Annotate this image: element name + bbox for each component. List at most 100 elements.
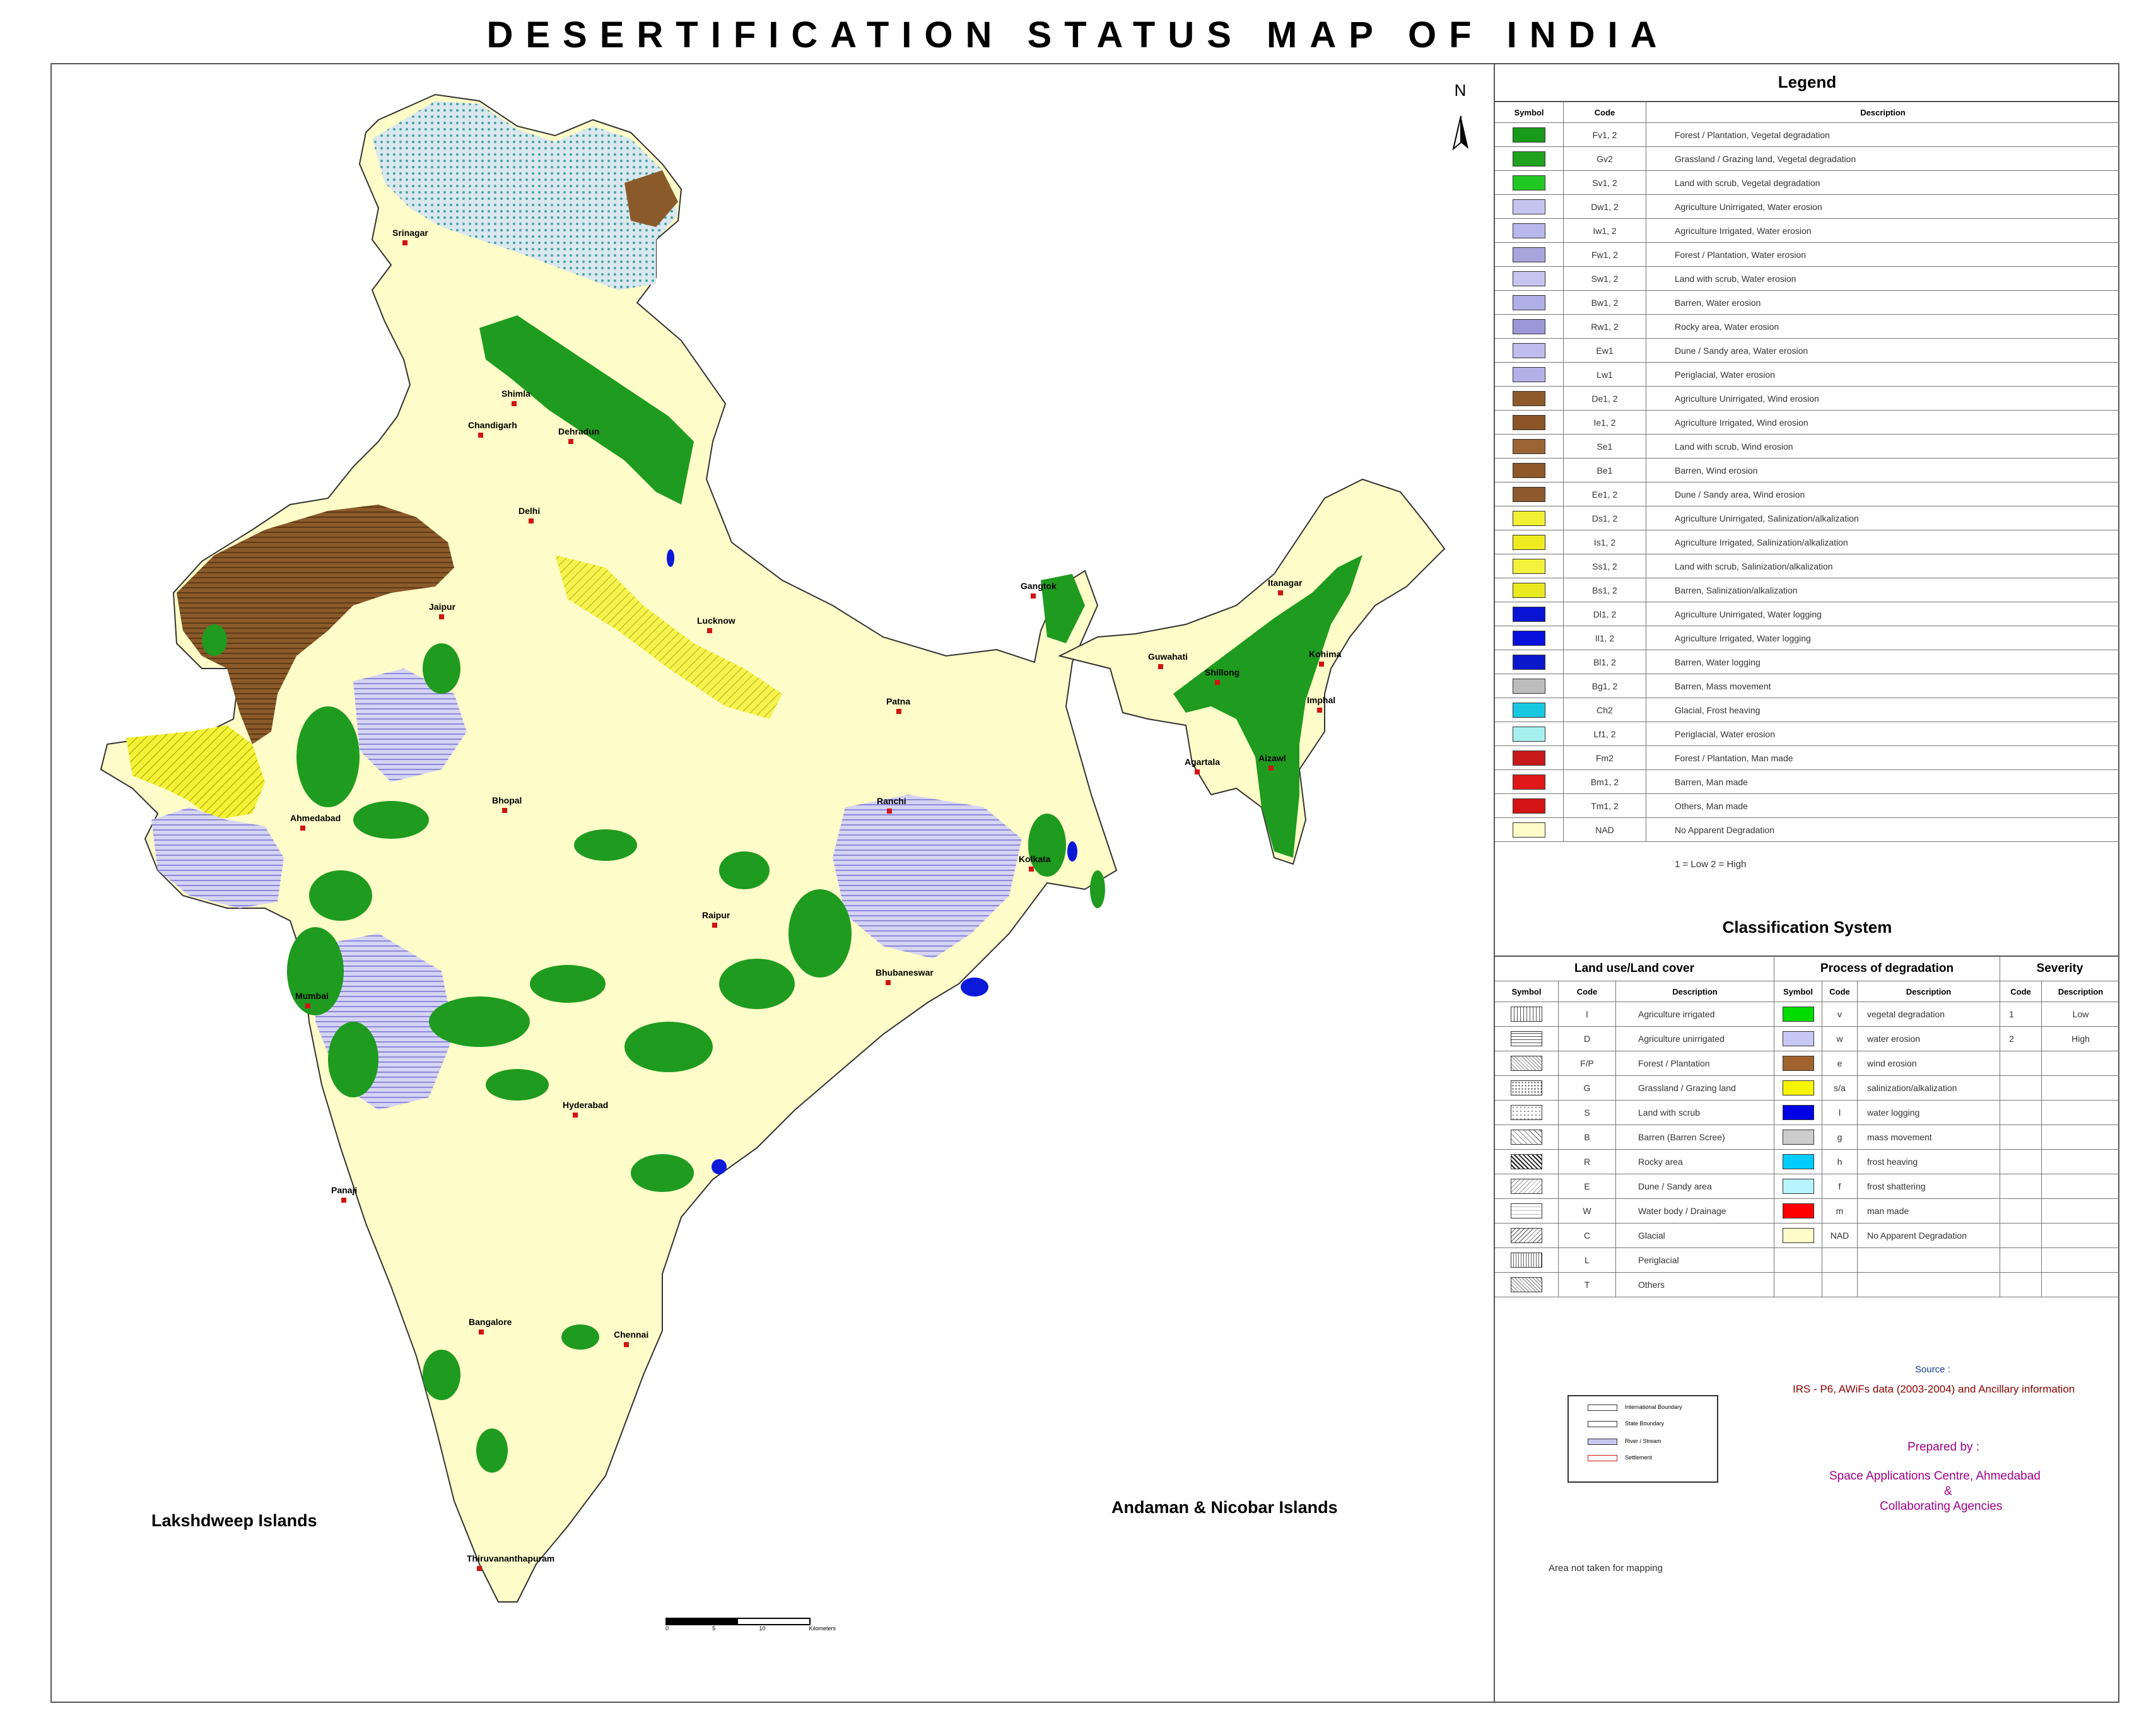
legend-swatch bbox=[1513, 798, 1545, 814]
jk-periglacial-zone bbox=[372, 101, 678, 290]
severity-note: 1 = Low 2 = High bbox=[1675, 859, 1747, 870]
legend-row: NAD No Apparent Degradation bbox=[1495, 817, 2119, 842]
settlement-marker[interactable] bbox=[1029, 867, 1034, 872]
key-label: International Boundary bbox=[1625, 1404, 1682, 1410]
settlement-marker[interactable] bbox=[886, 980, 891, 985]
settlement-marker[interactable] bbox=[529, 518, 534, 523]
settlement-marker[interactable] bbox=[707, 628, 712, 633]
settlement-marker[interactable] bbox=[300, 826, 305, 831]
process-code: l bbox=[1822, 1100, 1858, 1125]
landuse-code: E bbox=[1558, 1174, 1616, 1199]
legend-swatch-cell bbox=[1495, 314, 1564, 339]
empty-cell bbox=[2000, 1075, 2042, 1101]
city-label: Gangtok bbox=[1021, 581, 1057, 591]
settlement-marker[interactable] bbox=[502, 808, 507, 813]
settlement-marker[interactable] bbox=[477, 1566, 482, 1571]
city-label: Aizawl bbox=[1258, 753, 1286, 763]
legend-swatch bbox=[1513, 318, 1545, 334]
settlement-marker[interactable] bbox=[439, 614, 444, 619]
legend-row: Fm2 Forest / Plantation, Man made bbox=[1495, 745, 2119, 770]
legend-swatch-cell bbox=[1495, 721, 1564, 746]
settlement-marker[interactable] bbox=[305, 1003, 310, 1008]
india-map[interactable] bbox=[52, 64, 1492, 1702]
settlement-marker[interactable] bbox=[512, 401, 517, 406]
settlement-marker[interactable] bbox=[1195, 769, 1200, 774]
settlement-marker[interactable] bbox=[1268, 766, 1274, 771]
empty-cell bbox=[2000, 1100, 2042, 1125]
process-swatch bbox=[1782, 1130, 1814, 1145]
legend-description: Agriculture Unirrigated, Water logging bbox=[1646, 602, 2119, 626]
settlement-marker[interactable] bbox=[478, 433, 483, 438]
area-not-mapped-label: Area not taken for mapping bbox=[1549, 1563, 1663, 1574]
process-symbol-cell bbox=[1774, 1125, 1822, 1150]
northeast-forest bbox=[1173, 555, 1362, 858]
legend-swatch-cell bbox=[1495, 745, 1564, 770]
process-symbol-cell bbox=[1774, 1100, 1822, 1125]
legend-row: Il1, 2 Agriculture Irrigated, Water loggi… bbox=[1495, 626, 2119, 650]
legend-swatch bbox=[1513, 702, 1545, 718]
city-label: Bhubaneswar bbox=[876, 967, 934, 978]
legend-code: Is1, 2 bbox=[1563, 530, 1646, 554]
settlement-marker[interactable] bbox=[402, 240, 407, 245]
legend-row: Ie1, 2 Agriculture Irrigated, Wind erosio… bbox=[1495, 410, 2119, 435]
legend-swatch bbox=[1513, 271, 1545, 286]
process-swatch bbox=[1782, 1203, 1814, 1218]
vegetal-degradation-patches bbox=[202, 624, 1105, 1473]
settlement-marker[interactable] bbox=[887, 809, 892, 814]
settlement-marker[interactable] bbox=[1158, 664, 1163, 669]
settlement-marker[interactable] bbox=[1278, 590, 1283, 595]
landuse-pattern-swatch bbox=[1511, 1228, 1542, 1243]
process-description: No Apparent Degradation bbox=[1857, 1223, 2000, 1248]
legend-description: Land with scrub, Water erosion bbox=[1646, 266, 2119, 291]
legend-swatch bbox=[1513, 295, 1545, 310]
cs-group-severity: Severity bbox=[2000, 956, 2119, 981]
landuse-pattern-swatch bbox=[1511, 1253, 1542, 1268]
process-code: w bbox=[1822, 1026, 1858, 1051]
cs-group-process: Process of degradation bbox=[1774, 956, 2000, 981]
empty-cell bbox=[1857, 1272, 2000, 1297]
legend-swatch bbox=[1513, 438, 1545, 454]
empty-cell bbox=[2041, 1149, 2119, 1174]
legend-swatch-cell bbox=[1495, 458, 1564, 482]
legend-row: Ew1 Dune / Sandy area, Water erosion bbox=[1495, 338, 2119, 363]
legend-swatch bbox=[1513, 606, 1545, 622]
legend-row: Ch2 Glacial, Frost heaving bbox=[1495, 698, 2119, 722]
legend-swatch bbox=[1513, 127, 1545, 143]
settlement-marker[interactable] bbox=[573, 1113, 578, 1118]
legend-code: Se1 bbox=[1563, 434, 1646, 459]
cs-col-proc-code: Code bbox=[1822, 981, 1858, 1002]
central-water-erosion bbox=[353, 669, 467, 782]
city-label: Kohima bbox=[1309, 649, 1342, 659]
legend-description: Dune / Sandy area, Wind erosion bbox=[1646, 482, 2119, 506]
settlement-marker[interactable] bbox=[341, 1198, 346, 1203]
legend-code: Sw1, 2 bbox=[1563, 266, 1646, 291]
settlement-marker[interactable] bbox=[1031, 593, 1036, 599]
settlement-marker[interactable] bbox=[568, 439, 573, 444]
classification-row: G Grassland / Grazing land s/a salinization… bbox=[1495, 1075, 2119, 1101]
legend-description: Barren, Water erosion bbox=[1646, 290, 2119, 315]
legend-row: Sw1, 2 Land with scrub, Water erosion bbox=[1495, 266, 2119, 291]
settlement-marker[interactable] bbox=[624, 1342, 629, 1347]
prepared-line-3: Collaborating Agencies bbox=[1880, 1500, 2003, 1513]
legend-swatch-cell bbox=[1495, 218, 1564, 243]
settlement-marker[interactable] bbox=[1317, 708, 1322, 713]
process-description: frost shattering bbox=[1857, 1174, 2000, 1199]
process-code: e bbox=[1822, 1051, 1858, 1076]
settlement-marker[interactable] bbox=[1215, 680, 1220, 685]
city-label: Panaji bbox=[331, 1185, 358, 1195]
landuse-code: D bbox=[1558, 1026, 1616, 1051]
legend-code: Bs1, 2 bbox=[1563, 578, 1646, 602]
landuse-pattern-swatch bbox=[1511, 1105, 1542, 1120]
process-swatch bbox=[1782, 1031, 1814, 1046]
legend-code: Ch2 bbox=[1563, 698, 1646, 722]
legend-description: No Apparent Degradation bbox=[1646, 817, 2119, 842]
process-swatch bbox=[1782, 1056, 1814, 1071]
settlement-marker[interactable] bbox=[479, 1329, 484, 1335]
legend-swatch-cell bbox=[1495, 817, 1564, 842]
settlement-marker[interactable] bbox=[1319, 662, 1324, 667]
settlement-marker[interactable] bbox=[896, 709, 901, 714]
process-code: s/a bbox=[1822, 1075, 1858, 1101]
legend-row: Is1, 2 Agriculture Irrigated, Salinizatio… bbox=[1495, 530, 2119, 554]
legend-swatch-cell bbox=[1495, 554, 1564, 578]
settlement-marker[interactable] bbox=[712, 923, 717, 928]
